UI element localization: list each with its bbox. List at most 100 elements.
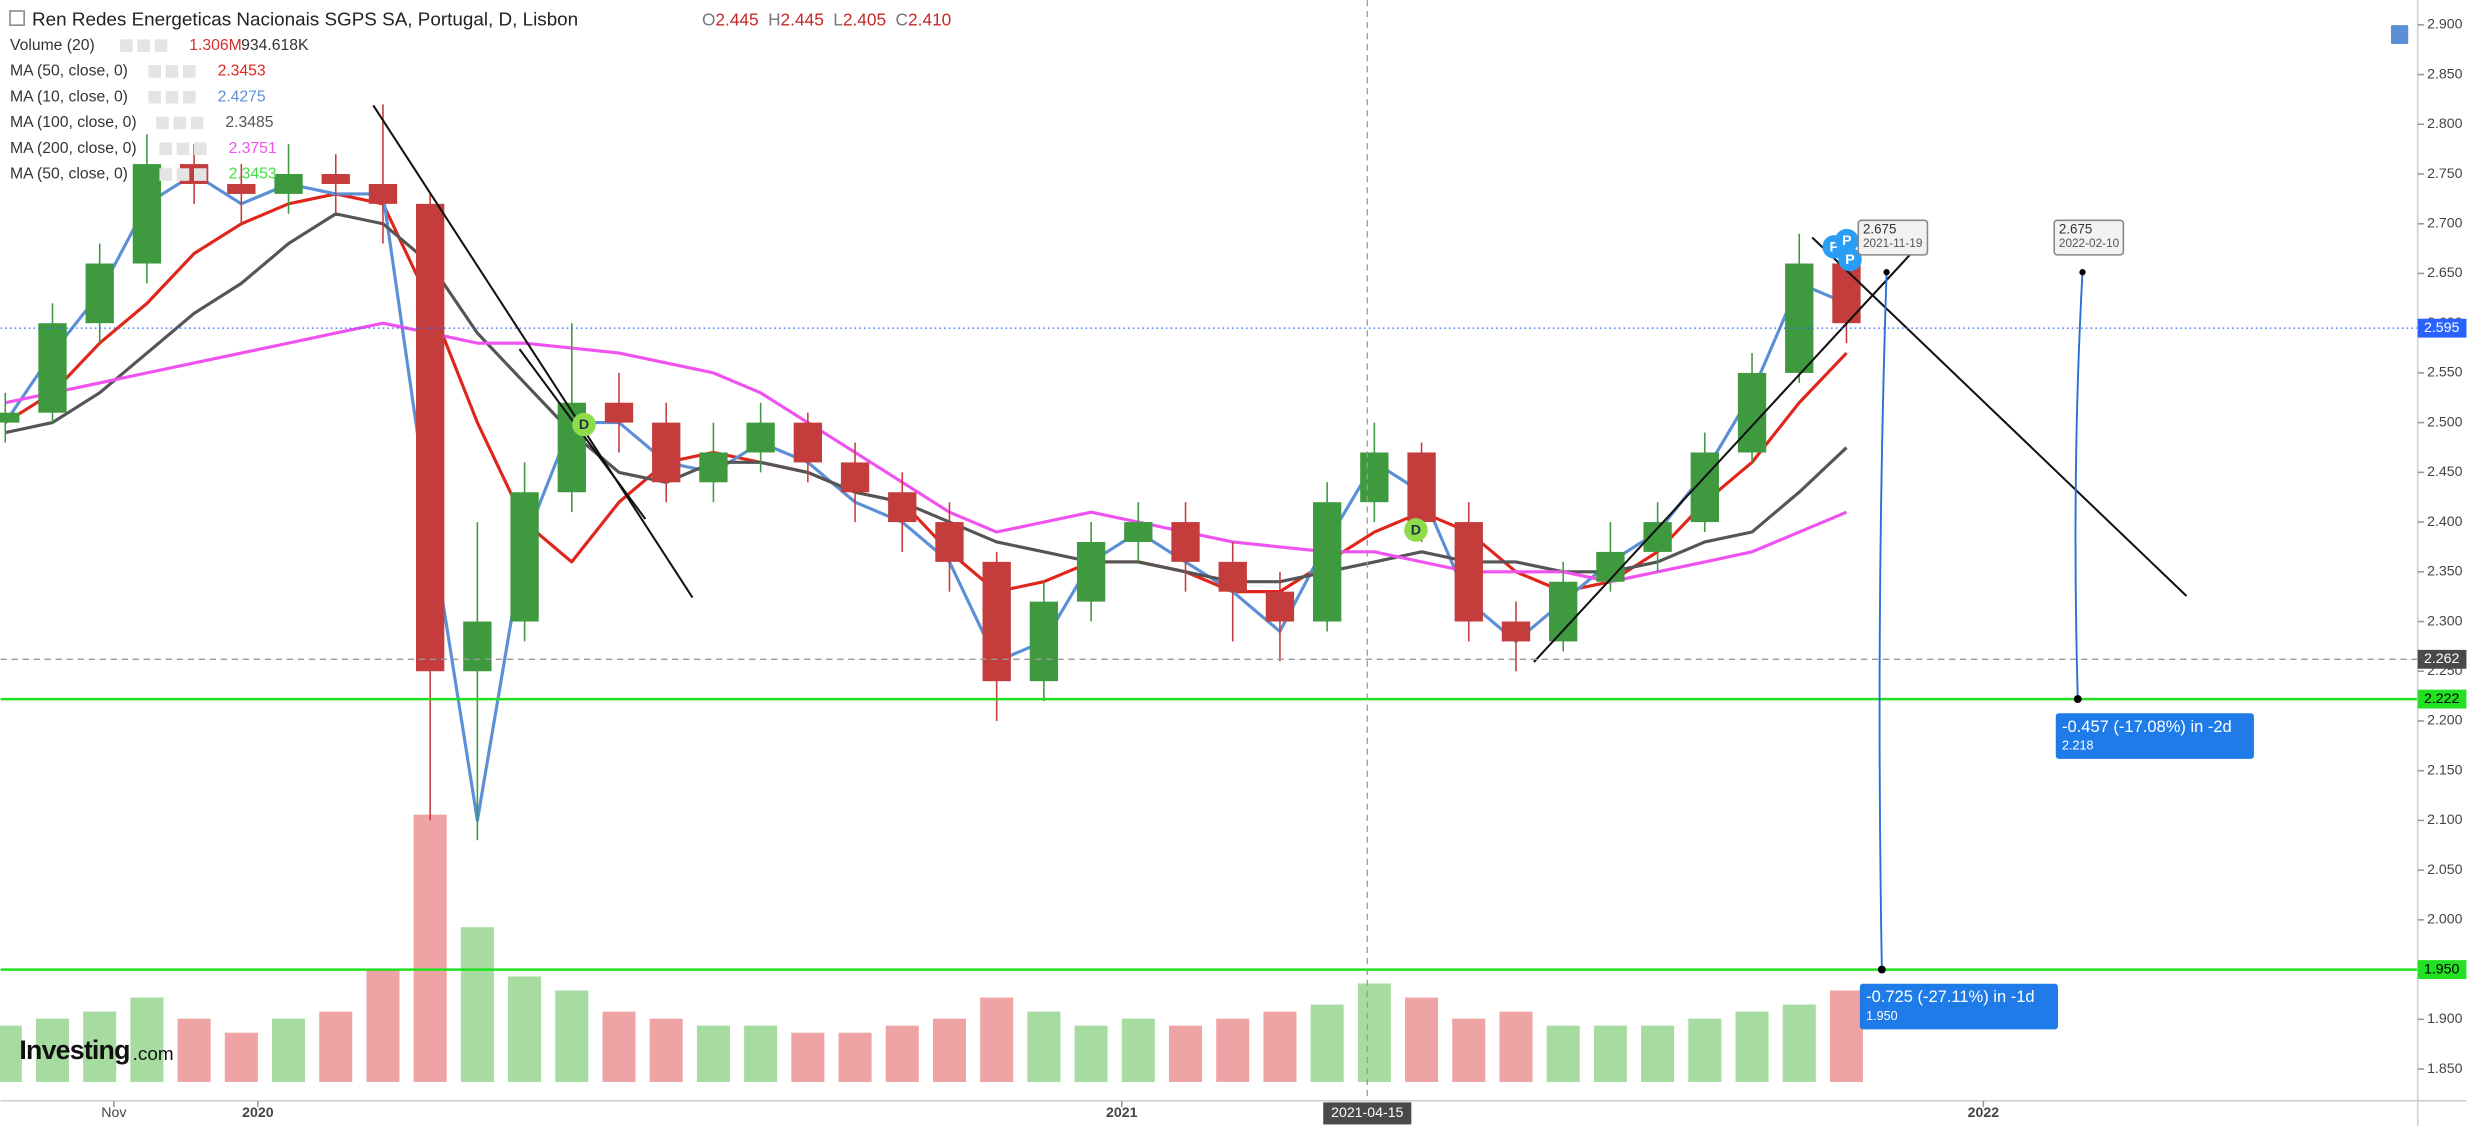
crosshair-date-tag [1323, 1102, 1412, 1125]
legend-icon[interactable] [120, 39, 133, 52]
volume-bar [1829, 990, 1863, 1082]
legend-name: MA (100, close, 0) [10, 114, 137, 131]
candle-body [0, 412, 20, 423]
y-tick-label: 2.500 [2427, 413, 2463, 429]
event-marker[interactable] [1404, 518, 1428, 542]
y-tick-label: 2.450 [2427, 463, 2463, 479]
measure-box [1859, 983, 2058, 1030]
legend-icon[interactable] [154, 39, 168, 52]
candle-body [1407, 452, 1436, 523]
volume-bar [1357, 983, 1391, 1082]
legend-icon[interactable] [190, 116, 204, 130]
trendline [1811, 236, 2188, 597]
trendlines [372, 104, 2188, 663]
legend-name: MA (50, close, 0) [10, 63, 128, 80]
legend-value: 2.3453 [229, 166, 277, 183]
candle-body [463, 621, 492, 672]
candle-body [38, 323, 67, 413]
watermark: Investing [19, 1035, 129, 1065]
legend-value: 2.3485 [225, 114, 273, 131]
crosshair-price-tag [2417, 649, 2467, 669]
candle-body [1737, 372, 1767, 453]
legend-value: 2.3453 [218, 63, 266, 80]
legend-icon[interactable] [193, 168, 207, 181]
volume-bar [838, 1032, 872, 1082]
candle-body [1643, 522, 1672, 552]
ohlc-values: O2.445 H2.445 L2.405 C2.410 [702, 9, 951, 29]
y-tick-label: 1.850 [2427, 1060, 2463, 1076]
legend-icon[interactable] [148, 90, 161, 104]
candle-body [1454, 522, 1483, 622]
candle-body [699, 452, 728, 483]
legend-icon[interactable] [176, 142, 190, 156]
volume-bar [508, 976, 542, 1082]
candle-body [227, 183, 256, 194]
volume-bar [130, 997, 164, 1082]
callout-price: 2.675 [2059, 221, 2092, 236]
ohlc-key: O [702, 9, 715, 29]
y-tick-label: 2.100 [2427, 811, 2463, 827]
event-marker-label: D [1411, 521, 1421, 537]
event-marker-label: D [579, 416, 589, 432]
legend-name: MA (200, close, 0) [10, 140, 137, 157]
legend-icon[interactable] [182, 65, 196, 78]
ohlc-value: 2.410 [908, 9, 951, 29]
legend-name: Volume (20) [10, 37, 95, 54]
legend-icon[interactable] [156, 116, 169, 130]
volume-bar [1593, 1025, 1627, 1082]
candle-body [1029, 601, 1059, 682]
candle-body [1076, 541, 1106, 602]
callout-box [1857, 219, 1929, 256]
legend-icon[interactable] [137, 39, 150, 52]
callout-price: 2.675 [1863, 221, 1896, 236]
watermark-suffix: .com [133, 1043, 174, 1064]
volume-bar [932, 1018, 966, 1082]
candle-body [793, 422, 823, 463]
collapse-icon[interactable] [9, 10, 25, 26]
legend-icon[interactable] [159, 142, 172, 156]
legend-icon[interactable] [193, 142, 207, 156]
event-marker-label: P [1830, 238, 1839, 254]
legend-icon[interactable] [159, 168, 172, 181]
volume-bar [791, 1032, 825, 1082]
event-marker[interactable] [1835, 228, 1859, 253]
crosshair-date-label: 2021-04-15 [1331, 1104, 1403, 1120]
y-tick-label: 2.350 [2427, 563, 2463, 579]
legend-name: MA (50, close, 0) [10, 166, 128, 183]
volume-bar [1027, 1011, 1061, 1082]
legend-icon[interactable] [165, 90, 179, 104]
candle-body [85, 263, 114, 324]
candle-body [840, 462, 870, 493]
level-tag [2417, 960, 2467, 980]
volume-bar [980, 997, 1014, 1082]
legend-value: 934.618K [241, 37, 309, 54]
candle-body [1501, 621, 1531, 642]
candle-body [132, 164, 162, 264]
volume-bar [35, 1018, 70, 1082]
settings-icon[interactable] [2390, 25, 2409, 45]
level-label: 1.950 [2424, 960, 2460, 976]
volume-bar [272, 1018, 306, 1082]
event-marker[interactable] [572, 412, 596, 437]
legend-icon[interactable] [182, 90, 196, 104]
legend-icon[interactable] [165, 65, 179, 78]
legend-value: 1.306M [189, 37, 241, 54]
anchor-dot [2073, 695, 2082, 704]
y-tick-label: 2.700 [2427, 214, 2463, 230]
event-marker[interactable] [1838, 247, 1862, 272]
y-tick-label: 2.750 [2427, 165, 2463, 181]
legend-icon[interactable] [148, 65, 161, 78]
volume-bar [1121, 1018, 1155, 1082]
volume-bar [177, 1018, 211, 1082]
event-marker-label: P [1845, 251, 1854, 267]
volume-bar [1168, 1025, 1203, 1082]
legend-icon[interactable] [176, 168, 190, 181]
candle-body [888, 492, 917, 523]
y-tick-label: 2.550 [2427, 364, 2463, 380]
candle-body [368, 183, 398, 204]
measure-arrow [2074, 272, 2084, 700]
y-tick-label: 2.300 [2427, 612, 2463, 628]
legend-icon[interactable] [173, 116, 187, 130]
callout-date: 2021-11-19 [1863, 237, 1922, 250]
